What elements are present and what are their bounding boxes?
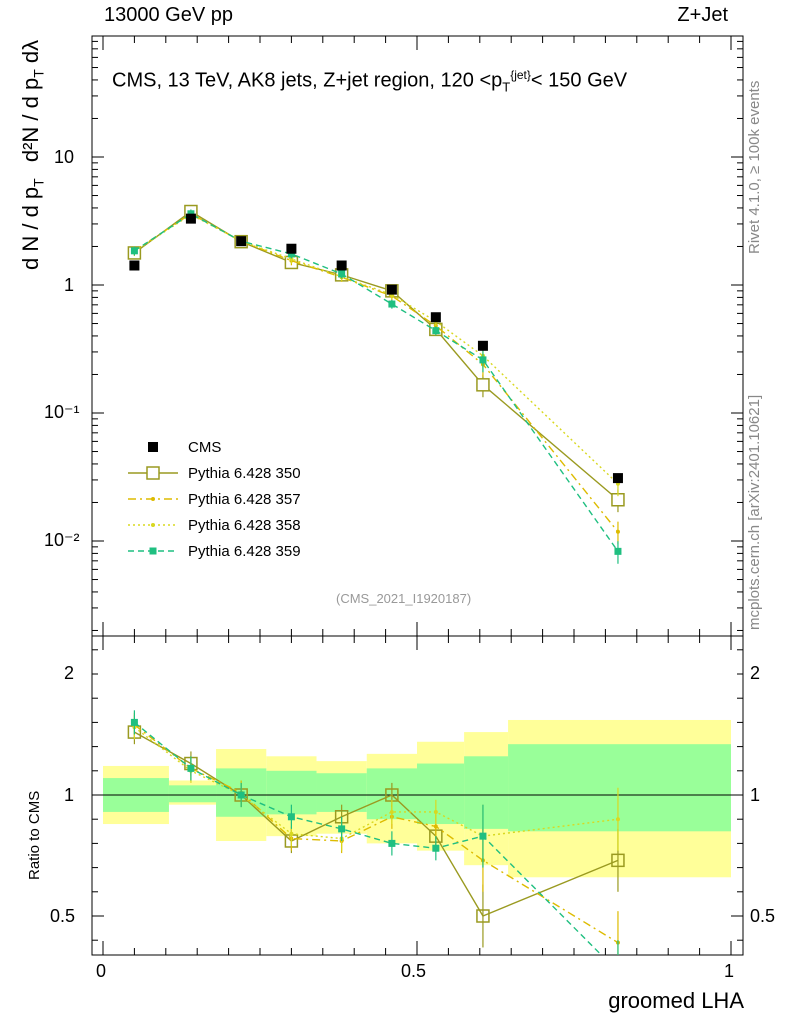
ratio-point-359 <box>388 839 396 847</box>
legend-marker-cms <box>148 442 158 452</box>
x-tick-label: 1 <box>724 961 735 981</box>
data-point-359 <box>614 547 622 555</box>
data-point-359 <box>338 270 346 278</box>
header-right: Z+Jet <box>677 4 728 26</box>
data-point-cms <box>286 243 297 254</box>
data-point-2 <box>615 529 620 534</box>
series-line-2 <box>134 212 619 533</box>
data-point-359 <box>432 327 440 335</box>
data-point-cms <box>236 236 247 247</box>
legend-marker-2 <box>151 497 155 501</box>
legend-label-359: Pythia 6.428 359 <box>188 543 301 560</box>
rivet-version-label: Rivet 4.1.0, ≥ 100k events <box>746 80 763 254</box>
ratio-inner-band <box>464 756 509 829</box>
x-axis-label: groomed LHA <box>608 988 744 1013</box>
data-point-cms <box>612 473 623 484</box>
data-point-cms <box>185 213 196 224</box>
ratio-y-tick-left: 0.5 <box>50 906 76 926</box>
ratio-point-359 <box>187 764 195 772</box>
ratio-y-tick-right: 0.5 <box>750 906 776 926</box>
ratio-point-3 <box>389 809 394 814</box>
ratio-y-tick-right: 1 <box>750 785 761 805</box>
y-tick-label-top: 10 <box>54 147 75 167</box>
data-point-cms <box>430 312 441 323</box>
ratio-point-2 <box>433 824 438 829</box>
analysis-id-label: (CMS_2021_I1920187) <box>336 591 472 606</box>
data-point-359 <box>479 356 487 364</box>
x-tick-label: 0 <box>96 961 107 981</box>
mcplots-source-label: mcplots.cern.ch [arXiv:2401.10621] <box>746 394 763 630</box>
ratio-point-359 <box>287 813 295 821</box>
data-point-359 <box>388 300 396 308</box>
plot-title: CMS, 13 TeV, AK8 jets, Z+jet region, 120… <box>112 68 628 95</box>
x-tick-label: 0.5 <box>401 961 427 981</box>
y-tick-label-top: 10⁻² <box>44 530 80 550</box>
ratio-y-tick-left: 2 <box>64 663 75 683</box>
y-axis-label-ratio: Ratio to CMS <box>26 790 43 880</box>
data-point-cms <box>129 260 140 271</box>
legend-marker-3 <box>151 523 155 527</box>
series-line-1 <box>133 210 619 501</box>
ratio-point-3 <box>433 809 438 814</box>
ratio-point-359 <box>432 844 440 852</box>
legend-label-358: Pythia 6.428 358 <box>188 517 301 534</box>
legend-label-cms: CMS <box>188 439 222 456</box>
y-axis-label-main: d N / d pT d²N / d pT dλ <box>18 39 47 270</box>
ratio-point-359 <box>338 825 346 833</box>
ratio-inner-band <box>168 785 217 803</box>
ratio-point-350 <box>476 909 490 923</box>
ratio-inner-band <box>417 763 465 825</box>
ratio-point-3 <box>289 831 294 836</box>
data-point-cms <box>386 284 397 295</box>
ratio-line-2 <box>133 724 619 944</box>
data-point-350 <box>476 378 490 392</box>
data-point-cms <box>477 340 488 351</box>
y-tick-label-top: 1 <box>64 275 75 295</box>
ratio-line-4 <box>133 721 603 955</box>
data-point-359 <box>130 247 138 255</box>
legend-marker-350 <box>146 466 160 480</box>
ratio-point-350 <box>611 853 625 868</box>
ratio-series-group <box>127 710 625 975</box>
header-left: 13000 GeV pp <box>104 4 233 26</box>
ratio-point-359 <box>479 832 487 840</box>
ratio-y-tick-left: 1 <box>64 785 75 805</box>
ratio-point-359 <box>614 968 621 975</box>
data-point-3 <box>289 256 294 261</box>
ratio-inner-band <box>508 744 731 832</box>
ratio-point-359 <box>130 718 138 726</box>
legend-label-350: Pythia 6.428 350 <box>188 465 301 482</box>
data-point-359 <box>287 250 295 258</box>
ratio-point-3 <box>615 817 620 822</box>
ratio-point-359 <box>237 791 245 799</box>
data-point-cms <box>336 260 347 271</box>
y-tick-label-top: 10⁻¹ <box>44 402 80 422</box>
ratio-y-tick-right: 2 <box>750 663 761 683</box>
legend-marker-359 <box>149 547 157 555</box>
legend-label-357: Pythia 6.428 357 <box>188 491 301 508</box>
